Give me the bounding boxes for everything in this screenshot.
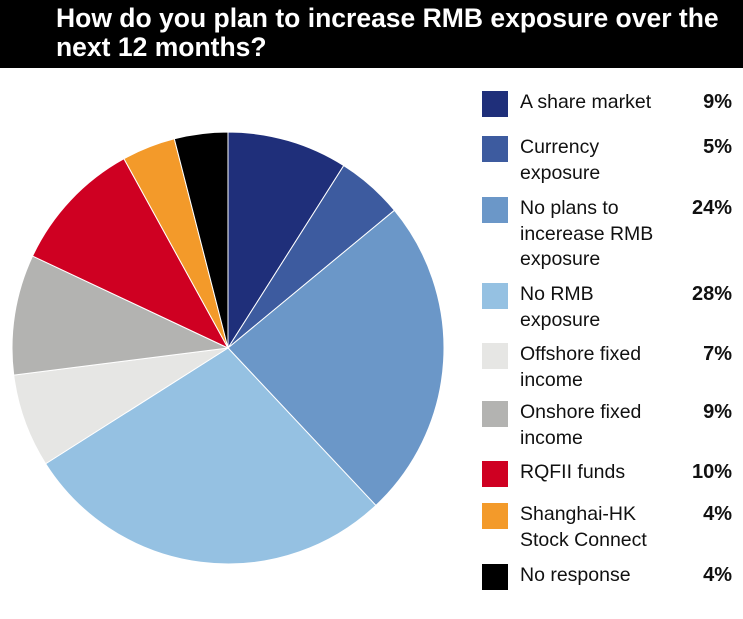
pie-slice [227,209,445,507]
title-bar: How do you plan to increase RMB exposure… [0,0,743,68]
legend-percent: 10% [691,461,732,483]
legend-swatch [482,461,508,487]
legend-label: Onshore fixed income [520,401,642,449]
pie-slice [173,131,229,349]
legend-swatch [482,283,508,309]
legend-swatch [482,343,508,369]
pie-slice [44,347,377,565]
legend-percent: 7% [703,343,732,365]
legend-swatch [482,401,508,427]
pie-slice [227,131,345,350]
pie-chart [11,131,445,565]
legend-swatch [482,136,508,162]
legend-percent: 28% [691,283,732,305]
pie-slice [11,255,230,376]
legend-percent: 9% [703,401,732,423]
legend-swatch [482,503,508,529]
pie-slice [31,158,230,350]
legend-label: Currency exposure [520,136,601,184]
legend-label: No response [520,564,631,586]
legend-percent: 5% [703,136,732,158]
legend-swatch [482,564,508,590]
legend-label: Shanghai-HK Stock Connect [520,503,647,551]
legend-label: No RMB exposure [520,283,601,331]
legend-swatch [482,91,508,117]
legend-label: RQFII funds [520,461,626,483]
legend-percent: 4% [703,503,732,525]
legend-label: A share market [520,91,652,113]
legend-label: Offshore fixed income [520,343,642,391]
legend-swatch [482,197,508,223]
legend-percent: 4% [703,564,732,586]
legend-percent: 9% [703,91,732,113]
legend-label: No plans to incerease RMB exposure [520,197,654,270]
chart-title: How do you plan to increase RMB exposure… [56,3,719,62]
legend-percent: 24% [691,197,732,219]
